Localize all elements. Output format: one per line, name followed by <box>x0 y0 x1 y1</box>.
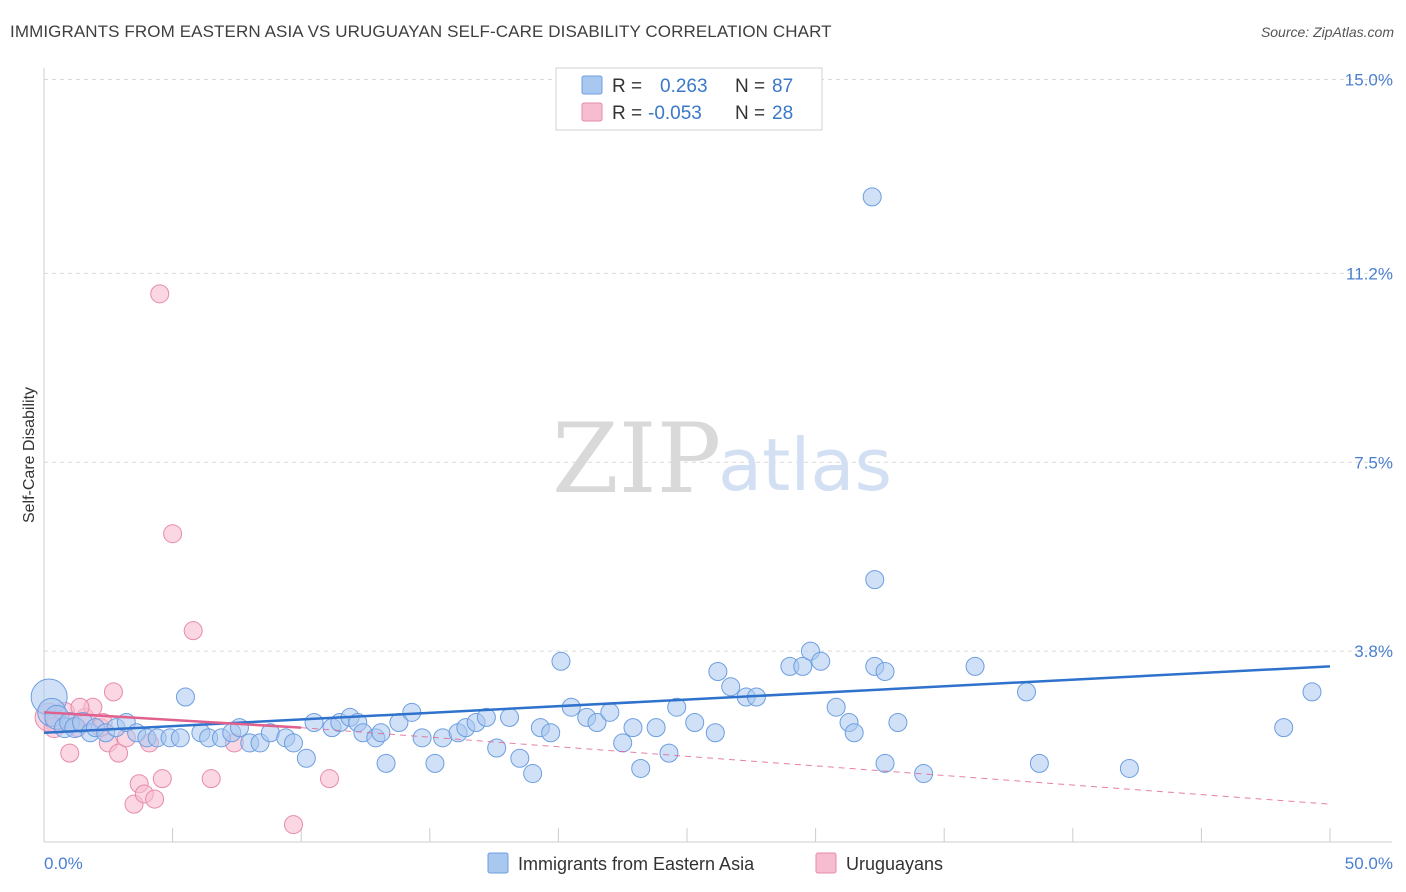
eastern-asia-point-86 <box>1029 753 1049 773</box>
eastern-asia-trendline <box>43 665 1331 734</box>
eastern-asia-point-85 <box>1017 682 1037 702</box>
eastern-asia-point-54 <box>561 697 581 717</box>
series-legend: Immigrants from Eastern Asia Uruguayans <box>487 852 943 874</box>
eastern-asia-point-87 <box>1119 758 1139 778</box>
watermark: ZIP atlas <box>552 403 892 515</box>
uruguayans-point-17 <box>152 769 172 789</box>
eastern-asia-point-48 <box>500 707 520 727</box>
eastern-asia-point-36 <box>371 723 391 743</box>
legend-n-value-blue: 87 <box>772 76 793 97</box>
eastern-asia-point-71 <box>793 656 813 676</box>
eastern-asia-point-79 <box>862 187 882 207</box>
uruguayans-point-16 <box>145 789 165 809</box>
eastern-asia-point-59 <box>623 718 643 738</box>
y-tick-labels: 3.8% 7.5% 11.2% 15.0% <box>1345 71 1393 662</box>
eastern-asia-point-76 <box>844 723 864 743</box>
eastern-asia-point-83 <box>914 764 934 784</box>
stats-legend: R = 0.263 N = 87 R = -0.053 N = 28 <box>555 67 823 131</box>
x-tick-label-max: 50.0% <box>1345 854 1393 873</box>
eastern-asia-point-78 <box>875 753 895 773</box>
eastern-asia-point-73 <box>811 651 831 671</box>
eastern-asia-point-49 <box>510 748 530 768</box>
y-tick-label-2: 11.2% <box>1346 264 1393 283</box>
eastern-asia-point-17 <box>175 687 195 707</box>
eastern-asia-point-40 <box>412 728 432 748</box>
uruguayans-point-21 <box>201 769 221 789</box>
eastern-asia-point-52 <box>541 723 561 743</box>
y-axis-title: Self-Care Disability <box>21 387 38 523</box>
legend-r-value-blue: 0.263 <box>660 76 708 97</box>
eastern-asia-point-89 <box>1302 682 1322 702</box>
uruguayans-point-10 <box>109 743 129 763</box>
series-legend-swatch-blue <box>487 852 509 874</box>
eastern-asia-point-46 <box>476 707 496 727</box>
legend-n-value-pink: 28 <box>772 103 793 124</box>
eastern-asia-point-53 <box>551 651 571 671</box>
legend-r-label-pink: R = <box>612 103 642 124</box>
eastern-asia-point-66 <box>708 661 728 681</box>
legend-n-label-pink: N = <box>735 103 765 124</box>
chart-title: IMMIGRANTS FROM EASTERN ASIA VS URUGUAYA… <box>10 22 832 41</box>
x-tick-label-min: 0.0% <box>44 854 83 873</box>
eastern-asia-point-81 <box>875 661 895 681</box>
eastern-asia-point-64 <box>685 713 705 733</box>
eastern-asia-point-62 <box>659 743 679 763</box>
legend-swatch-blue <box>581 75 603 95</box>
y-tick-label-0: 3.8% <box>1354 642 1393 661</box>
uruguayans-point-3 <box>60 743 80 763</box>
legend-r-label-blue: R = <box>612 76 642 97</box>
legend-r-value-pink: -0.053 <box>648 103 702 124</box>
eastern-asia-points <box>30 187 1322 784</box>
legend-swatch-pink <box>581 102 603 122</box>
eastern-asia-point-57 <box>600 702 620 722</box>
uruguayans-trendline <box>43 711 302 729</box>
eastern-asia-point-63 <box>667 697 687 717</box>
trendlines <box>43 665 1331 805</box>
eastern-asia-point-84 <box>965 656 985 676</box>
eastern-asia-point-50 <box>523 764 543 784</box>
eastern-asia-point-27 <box>283 733 303 753</box>
eastern-asia-point-74 <box>826 697 846 717</box>
eastern-asia-point-60 <box>631 758 651 778</box>
uruguayans-point-19 <box>150 284 170 304</box>
uruguayans-point-9 <box>103 682 123 702</box>
eastern-asia-point-58 <box>613 733 633 753</box>
gridlines <box>44 79 1392 652</box>
watermark-atlas: atlas <box>718 423 892 507</box>
legend-n-label-blue: N = <box>735 76 765 97</box>
watermark-zip: ZIP <box>552 403 721 515</box>
eastern-asia-point-65 <box>705 723 725 743</box>
uruguayans-point-24 <box>319 769 339 789</box>
eastern-asia-point-82 <box>888 713 908 733</box>
uruguayans-point-18 <box>163 524 183 544</box>
eastern-asia-point-47 <box>487 738 507 758</box>
eastern-asia-point-80 <box>865 570 885 590</box>
uruguayans-point-20 <box>183 621 203 641</box>
eastern-asia-point-67 <box>721 677 741 697</box>
eastern-asia-point-37 <box>376 753 396 773</box>
eastern-asia-point-88 <box>1274 718 1294 738</box>
y-tick-label-3: 15.0% <box>1345 71 1393 90</box>
series-legend-swatch-pink <box>815 852 837 874</box>
x-tick-labels: 0.0% 50.0% <box>44 854 1393 873</box>
eastern-asia-point-29 <box>296 748 316 768</box>
y-tick-label-1: 7.5% <box>1354 453 1393 472</box>
series-legend-label-blue: Immigrants from Eastern Asia <box>518 854 755 874</box>
eastern-asia-point-61 <box>646 718 666 738</box>
uruguayans-trendline-extension <box>301 727 1331 805</box>
source-label: Source: ZipAtlas.com <box>1260 24 1394 40</box>
series-legend-label-pink: Uruguayans <box>846 854 943 874</box>
eastern-asia-point-16 <box>170 728 190 748</box>
eastern-asia-point-56 <box>587 713 607 733</box>
uruguayans-point-23 <box>283 815 303 835</box>
eastern-asia-point-41 <box>425 753 445 773</box>
